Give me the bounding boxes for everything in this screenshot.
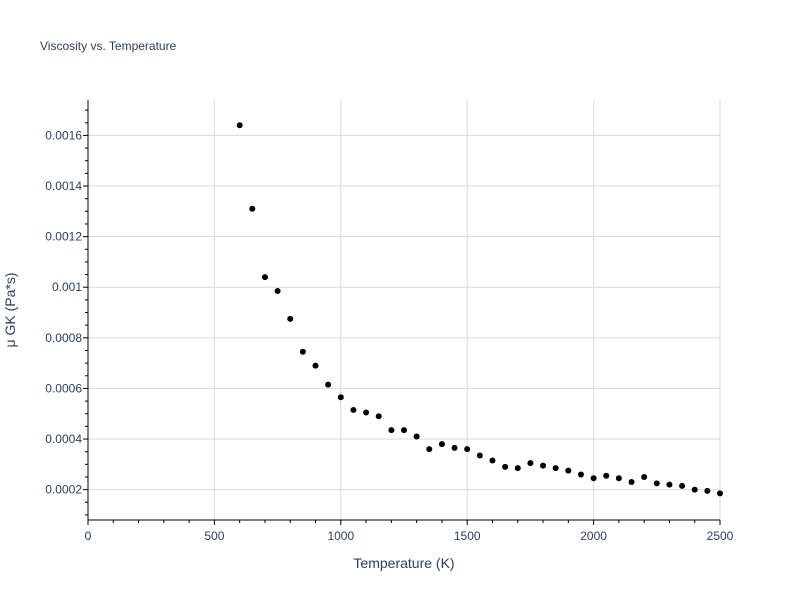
- data-point: [413, 433, 420, 440]
- data-point: [552, 465, 559, 472]
- y-tick-label: 0.0006: [45, 381, 82, 395]
- data-point: [641, 473, 648, 480]
- data-point: [249, 205, 256, 212]
- data-point: [603, 472, 610, 479]
- data-point: [679, 482, 686, 489]
- data-point: [464, 446, 471, 453]
- y-tick-label: 0.0004: [45, 432, 82, 446]
- chart-title: Viscosity vs. Temperature: [40, 39, 177, 53]
- data-point: [261, 274, 268, 281]
- y-tick-label: 0.0012: [45, 230, 82, 244]
- data-point: [717, 490, 723, 497]
- axes: [83, 100, 721, 525]
- data-point: [438, 441, 445, 448]
- x-tick-label: 2000: [580, 529, 607, 543]
- data-point: [451, 444, 458, 451]
- data-point: [577, 471, 584, 478]
- data-point: [388, 427, 395, 434]
- data-point: [540, 462, 547, 469]
- data-point: [502, 463, 509, 470]
- data-point: [489, 457, 496, 464]
- data-point: [363, 409, 370, 416]
- x-tick-label: 0: [85, 529, 92, 543]
- y-tick-label: 0.0002: [45, 483, 82, 497]
- y-tick-label: 0.0014: [45, 179, 82, 193]
- y-tick-label: 0.0016: [45, 128, 82, 142]
- x-tick-label: 1000: [327, 529, 354, 543]
- y-tick-label: 0.0008: [45, 331, 82, 345]
- data-point: [653, 480, 660, 487]
- x-tick-label: 2500: [707, 529, 734, 543]
- data-point: [628, 479, 635, 486]
- data-point: [287, 315, 294, 322]
- data-point: [426, 446, 433, 453]
- data-point: [666, 481, 673, 488]
- data-point: [476, 452, 483, 459]
- data-point: [274, 288, 281, 295]
- grid-lines: [88, 100, 721, 520]
- data-point: [527, 460, 534, 467]
- data-point: [325, 381, 332, 388]
- data-point: [375, 413, 382, 420]
- tick-labels: 0 500 1000 1500 2000 2500 0.0002 0.0004 0.0006 0.…: [45, 128, 733, 543]
- data-point: [236, 122, 243, 129]
- x-tick-label: 500: [204, 529, 224, 543]
- data-point: [615, 475, 622, 482]
- data-point: [299, 348, 306, 355]
- data-point: [691, 486, 698, 493]
- data-point: [312, 362, 319, 369]
- x-tick-label: 1500: [454, 529, 481, 543]
- data-point: [401, 427, 407, 434]
- data-point: [337, 394, 344, 401]
- data-point: [704, 487, 711, 494]
- y-tick-label: 0.001: [52, 280, 82, 294]
- data-point: [350, 406, 357, 413]
- data-point: [514, 465, 521, 472]
- data-point: [590, 475, 597, 482]
- y-axis-title: μ GK (Pa*s): [2, 273, 18, 348]
- data-point: [565, 467, 572, 474]
- x-axis-title: Temperature (K): [353, 555, 454, 571]
- data-points: [236, 122, 723, 497]
